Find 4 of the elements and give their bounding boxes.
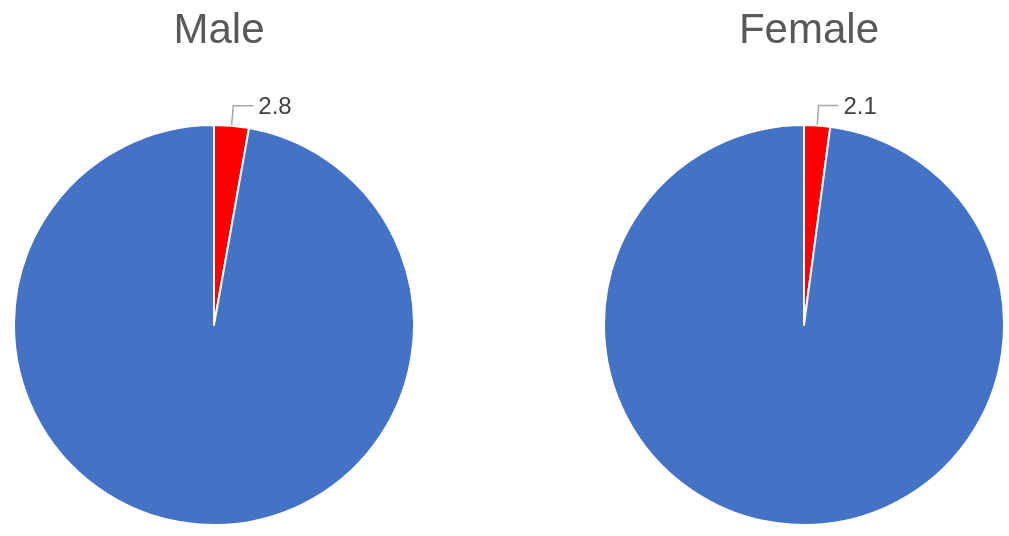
chart-title: Male <box>173 4 265 52</box>
data-label: 2.8 <box>258 92 292 120</box>
data-label: 2.1 <box>843 91 877 119</box>
chart-title: Female <box>738 4 880 52</box>
